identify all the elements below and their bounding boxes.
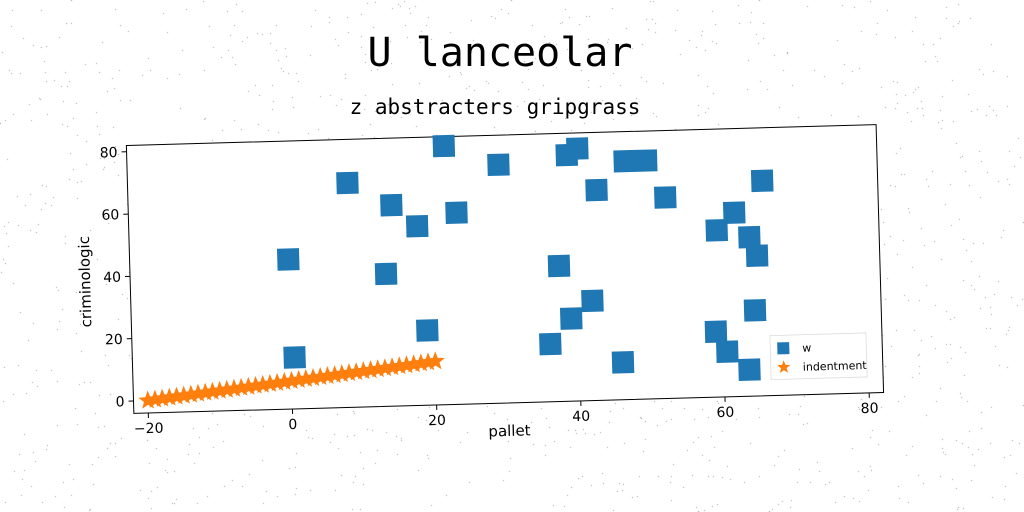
point-w: [716, 340, 739, 363]
y-tick-label: 0: [115, 394, 124, 410]
y-tick-label: 40: [103, 270, 121, 286]
legend-marker-indentment: [777, 360, 791, 374]
point-w: [705, 219, 729, 242]
point-w: [445, 201, 468, 224]
plot-frame: [125, 124, 885, 414]
point-w: [276, 248, 300, 271]
y-tick-label: 60: [101, 207, 119, 223]
point-w: [611, 351, 635, 374]
point-w: [581, 289, 604, 313]
point-w: [416, 319, 439, 342]
point-w: [738, 225, 761, 249]
point-w: [613, 149, 636, 173]
point-w: [547, 254, 571, 278]
point-indentment: [425, 351, 445, 370]
point-w: [722, 201, 746, 225]
legend-marker-w: [777, 342, 790, 355]
chart-title: U lanceolar: [367, 30, 633, 76]
x-tick-label: 0: [288, 417, 297, 433]
point-w: [380, 193, 403, 217]
x-tick-label: −20: [134, 421, 164, 438]
point-w: [432, 134, 456, 158]
x-tick-label: 60: [716, 405, 734, 421]
point-w: [634, 149, 658, 172]
y-tick-label: 80: [100, 145, 118, 161]
x-axis-label: pallet: [488, 421, 531, 440]
legend-label-w: w: [802, 341, 811, 354]
point-w: [750, 169, 774, 193]
y-axis-label: criminologic: [75, 236, 96, 328]
x-tick-label: 80: [860, 401, 878, 417]
point-w: [738, 358, 761, 382]
point-w: [566, 137, 589, 160]
chart-subtitle: z abstracters gripgrass: [349, 95, 641, 119]
point-w: [487, 153, 510, 177]
point-w: [405, 214, 429, 238]
point-w: [653, 186, 677, 209]
legend: w indentment: [769, 332, 868, 381]
x-tick-label: 40: [572, 409, 590, 425]
point-w: [745, 244, 769, 268]
point-w: [283, 346, 306, 369]
point-w: [704, 320, 728, 343]
point-w: [585, 178, 608, 202]
x-tick-label: 20: [428, 413, 446, 429]
point-w: [336, 171, 359, 195]
legend-box: [769, 332, 868, 381]
legend-label-indentment: indentment: [803, 359, 868, 374]
y-tick-label: 20: [105, 332, 123, 348]
point-w: [559, 307, 583, 330]
point-w: [539, 332, 562, 356]
point-w: [374, 262, 398, 286]
point-w: [743, 299, 767, 322]
